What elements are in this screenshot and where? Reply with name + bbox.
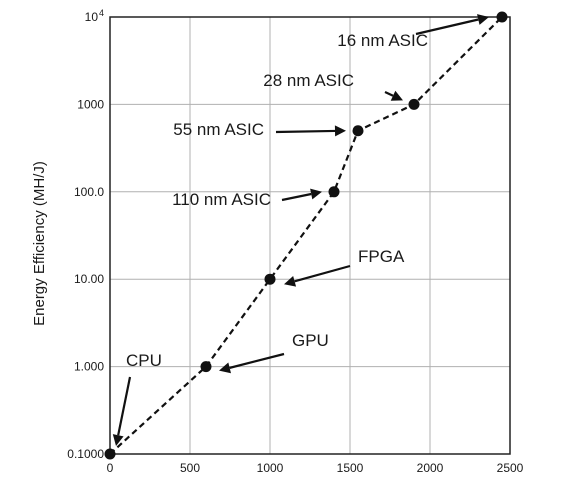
annotation-arrowhead-asic110 [310,188,322,200]
annotation-arrow-asic55 [275,129,336,134]
annotation-arrow-fpga [294,264,351,283]
annotation-arrow-asic28 [384,91,394,97]
data-markers [104,11,508,460]
annotation-label-fpga: FPGA [358,247,405,266]
data-point [328,186,340,198]
plot-frame [109,16,511,455]
x-tick-label: 0 [107,461,114,475]
y-tick-label: 10.00 [74,272,104,286]
y-tick-label: 100.0 [74,185,104,199]
annotation-arrow-cpu [117,376,132,436]
data-point [200,361,212,373]
annotation-arrow-gpu [229,352,285,369]
annotation-arrow-asic110 [281,192,312,202]
annotation-arrowhead-asic16 [477,14,489,25]
x-tick-label: 2000 [417,461,444,475]
tick-labels: 0 500 1000 1500 2000 2500 0.1000 1.000 10.00 100.… [67,8,523,475]
x-tick-label: 1000 [257,461,284,475]
data-point [104,448,116,460]
annotation-label-asic55: 55 nm ASIC [173,120,264,139]
annotation-arrowhead-asic28 [390,90,403,101]
annotation-arrow-asic16 [415,18,479,36]
annotation-arrowhead-gpu [219,362,232,374]
data-point [352,125,364,137]
annotation-label-asic16: 16 nm ASIC [337,31,428,50]
y-tick-label-base: 10 [85,10,99,24]
annotations: CPU GPU FPGA 110 nm ASIC 55 nm ASIC 28 nm ASI… [112,14,489,446]
x-tick-label: 1500 [337,461,364,475]
annotation-label-asic28: 28 nm ASIC [263,71,354,90]
y-tick-label: 1000 [77,97,104,111]
data-point [264,273,276,285]
x-tick-label: 500 [180,461,200,475]
annotation-label-gpu: GPU [292,331,329,350]
y-axis-label: Energy Efficiency (MH/J) [31,161,48,326]
y-tick-label-exponent: 4 [99,8,104,18]
y-tick-label: 0.1000 [67,447,104,461]
annotation-label-asic110: 110 nm ASIC [172,190,271,209]
data-point [408,98,420,110]
annotation-arrowhead-cpu [112,434,124,446]
annotation-arrowhead-asic55 [334,125,346,137]
annotation-arrowhead-fpga [284,275,297,287]
y-tick-label: 1.000 [74,360,104,374]
annotation-label-cpu: CPU [126,351,162,370]
data-point [496,11,508,23]
x-tick-label: 2500 [497,461,524,475]
